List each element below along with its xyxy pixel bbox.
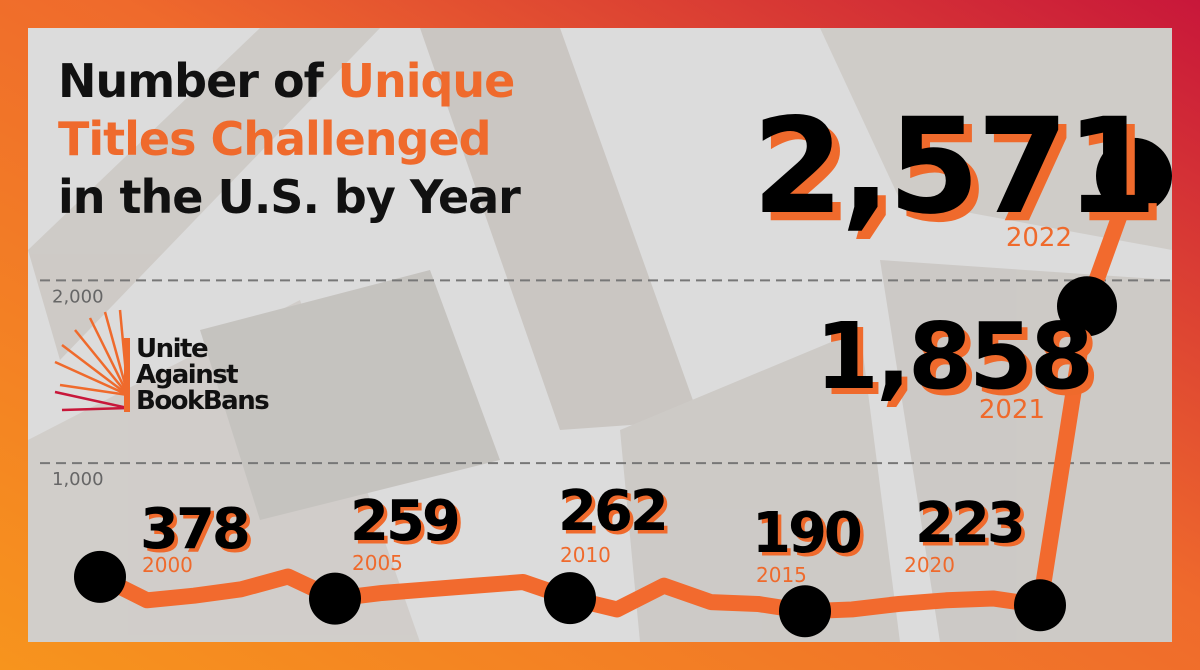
value-label: 190 xyxy=(752,501,861,566)
y-tick-label: 2,000 xyxy=(52,286,104,307)
value-label: 378 xyxy=(140,497,248,562)
line xyxy=(96,173,1142,620)
logo-line: Against xyxy=(136,360,238,390)
title-text: in the U.S. by Year xyxy=(58,170,521,224)
point xyxy=(1057,276,1117,337)
value-label-shadow: 223 xyxy=(919,495,1027,560)
value-label: 259 xyxy=(350,489,458,554)
point xyxy=(309,572,361,625)
title-highlight: Unique xyxy=(338,54,515,108)
logo-line: Unite xyxy=(136,334,208,364)
value-label: 2,571 xyxy=(752,90,1155,244)
year-label: 2005 xyxy=(352,551,403,575)
year-label: 2000 xyxy=(142,553,193,577)
books-background xyxy=(28,28,1172,642)
point xyxy=(779,585,831,638)
title-line: in the U.S. by Year xyxy=(58,170,521,224)
point xyxy=(1014,579,1066,632)
value-label-shadow: 262 xyxy=(562,483,670,548)
point xyxy=(74,550,126,603)
value-label-shadow: 378 xyxy=(144,501,252,566)
value-label-shadow: 190 xyxy=(756,505,865,570)
year-label: 2021 xyxy=(979,395,1045,425)
value-label: 262 xyxy=(558,479,666,544)
year-label: 2010 xyxy=(560,543,611,567)
year-label: 2015 xyxy=(756,563,807,587)
year-label: 2022 xyxy=(1006,223,1072,253)
value-label-shadow: 2,571 xyxy=(760,98,1163,252)
value-label-shadow: 1,858 xyxy=(821,309,1097,416)
value-label-shadow: 259 xyxy=(354,493,462,558)
point xyxy=(544,572,596,625)
title-highlight: Titles Challenged xyxy=(58,112,491,166)
panel xyxy=(28,28,1172,642)
title-text: Number of xyxy=(58,54,338,108)
value-label: 1,858 xyxy=(815,303,1091,410)
point xyxy=(1096,137,1172,214)
logo xyxy=(54,309,130,412)
title-line: Titles Challenged xyxy=(58,112,491,166)
y-tick-label: 1,000 xyxy=(52,469,104,490)
title-line: Number of Unique xyxy=(58,54,514,108)
logo-line: BookBans xyxy=(136,386,269,416)
value-label: 223 xyxy=(915,491,1023,556)
year-label: 2020 xyxy=(904,553,955,577)
